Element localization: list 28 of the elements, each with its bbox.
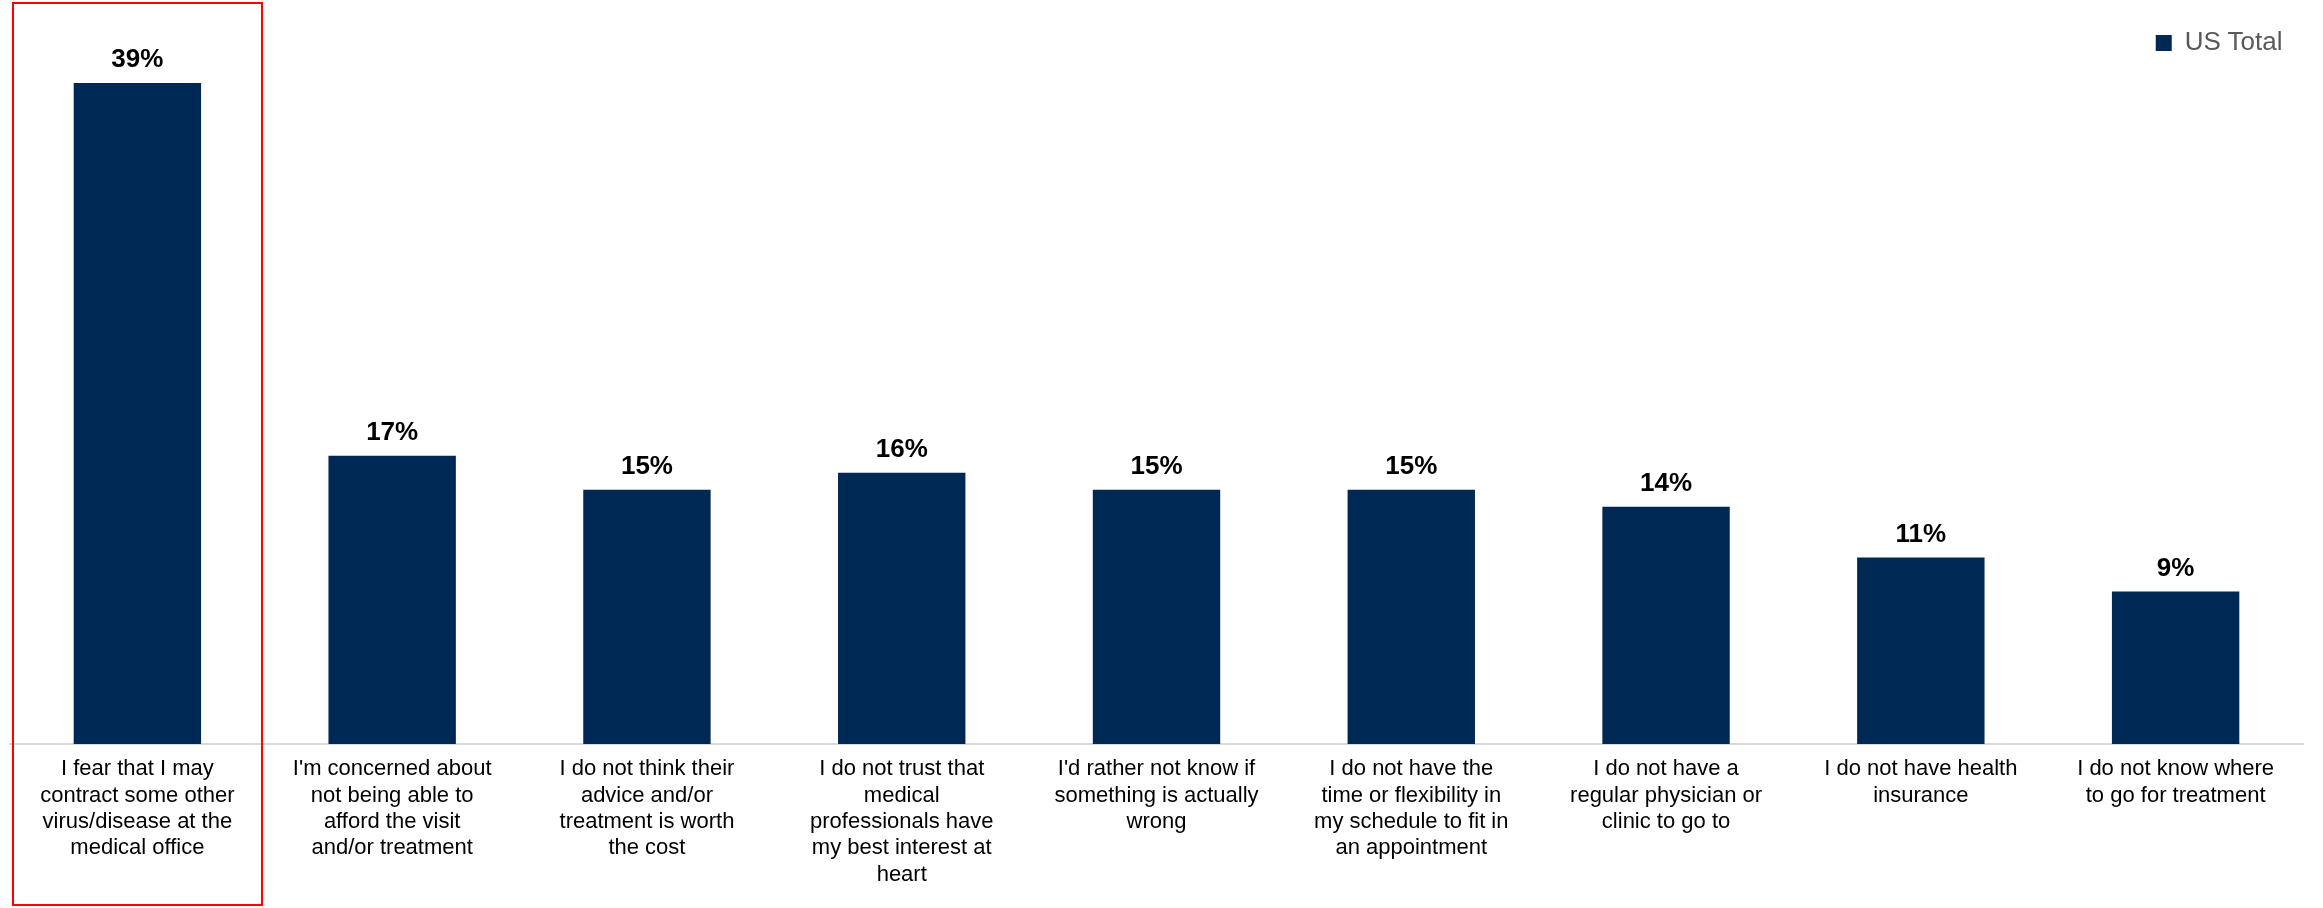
x-tick-label: I'm concerned about not being able to afford the visit and/or treatment	[292, 755, 492, 860]
bar	[1347, 489, 1475, 744]
x-tick-label: I'd rather not know if something is actually wrong	[1054, 755, 1259, 834]
x-tick-label: I do not have the time or flexibility in my schedule to fit in an appointment	[1314, 755, 1509, 860]
bar	[328, 455, 456, 744]
data-label: 15%	[1130, 449, 1183, 480]
data-label: 11%	[1895, 517, 1947, 548]
bar	[1602, 506, 1730, 744]
data-label: 14%	[1640, 466, 1693, 497]
bar	[583, 489, 711, 744]
bar	[1857, 557, 1985, 744]
data-label: 9%	[2156, 551, 2195, 582]
legend-label: US Total	[2184, 26, 2283, 57]
bar	[838, 472, 966, 744]
x-tick-label: I fear that I may contract some other virus/disease at the medical office	[40, 755, 235, 860]
data-label: 16%	[875, 432, 928, 463]
data-label: 15%	[620, 449, 673, 480]
data-label: 17%	[366, 416, 419, 447]
x-tick-label: I do not have health insurance	[1824, 755, 2018, 807]
x-tick-label: I do not think their advice and/or treatment is worth the cost	[559, 755, 735, 860]
data-label: 15%	[1385, 449, 1438, 480]
bar	[2111, 591, 2240, 744]
x-tick-label: I do not have a regular physician or clinic to go to	[1570, 755, 1763, 834]
x-tick-label: I do not know where to go for treatment	[2077, 755, 2275, 807]
bar	[1092, 489, 1221, 744]
bar	[73, 82, 202, 744]
x-tick-label: I do not trust that medical professionals have my best interest at heart	[810, 755, 994, 886]
data-label: 39%	[111, 43, 164, 74]
